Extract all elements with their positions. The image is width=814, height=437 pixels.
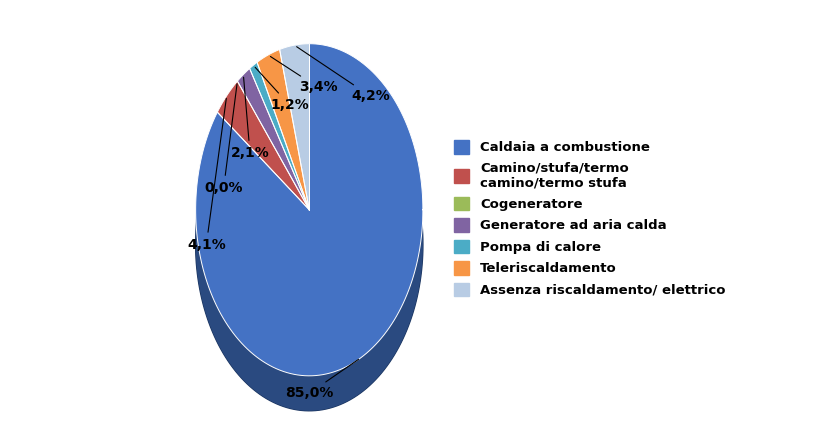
Polygon shape — [217, 81, 309, 210]
Polygon shape — [195, 212, 423, 411]
Text: 4,1%: 4,1% — [187, 98, 226, 252]
Polygon shape — [250, 62, 309, 210]
Text: 85,0%: 85,0% — [285, 359, 359, 400]
Polygon shape — [257, 49, 309, 210]
Text: 2,1%: 2,1% — [230, 77, 269, 160]
Polygon shape — [195, 44, 423, 376]
Legend: Caldaia a combustione, Camino/stufa/termo
camino/termo stufa, Cogeneratore, Gene: Caldaia a combustione, Camino/stufa/term… — [447, 133, 732, 304]
Text: 3,4%: 3,4% — [270, 56, 337, 94]
Text: 4,2%: 4,2% — [296, 47, 390, 103]
Polygon shape — [195, 79, 423, 411]
Polygon shape — [238, 69, 309, 210]
Polygon shape — [280, 44, 309, 210]
Text: 1,2%: 1,2% — [255, 67, 309, 112]
Text: 0,0%: 0,0% — [204, 84, 243, 195]
